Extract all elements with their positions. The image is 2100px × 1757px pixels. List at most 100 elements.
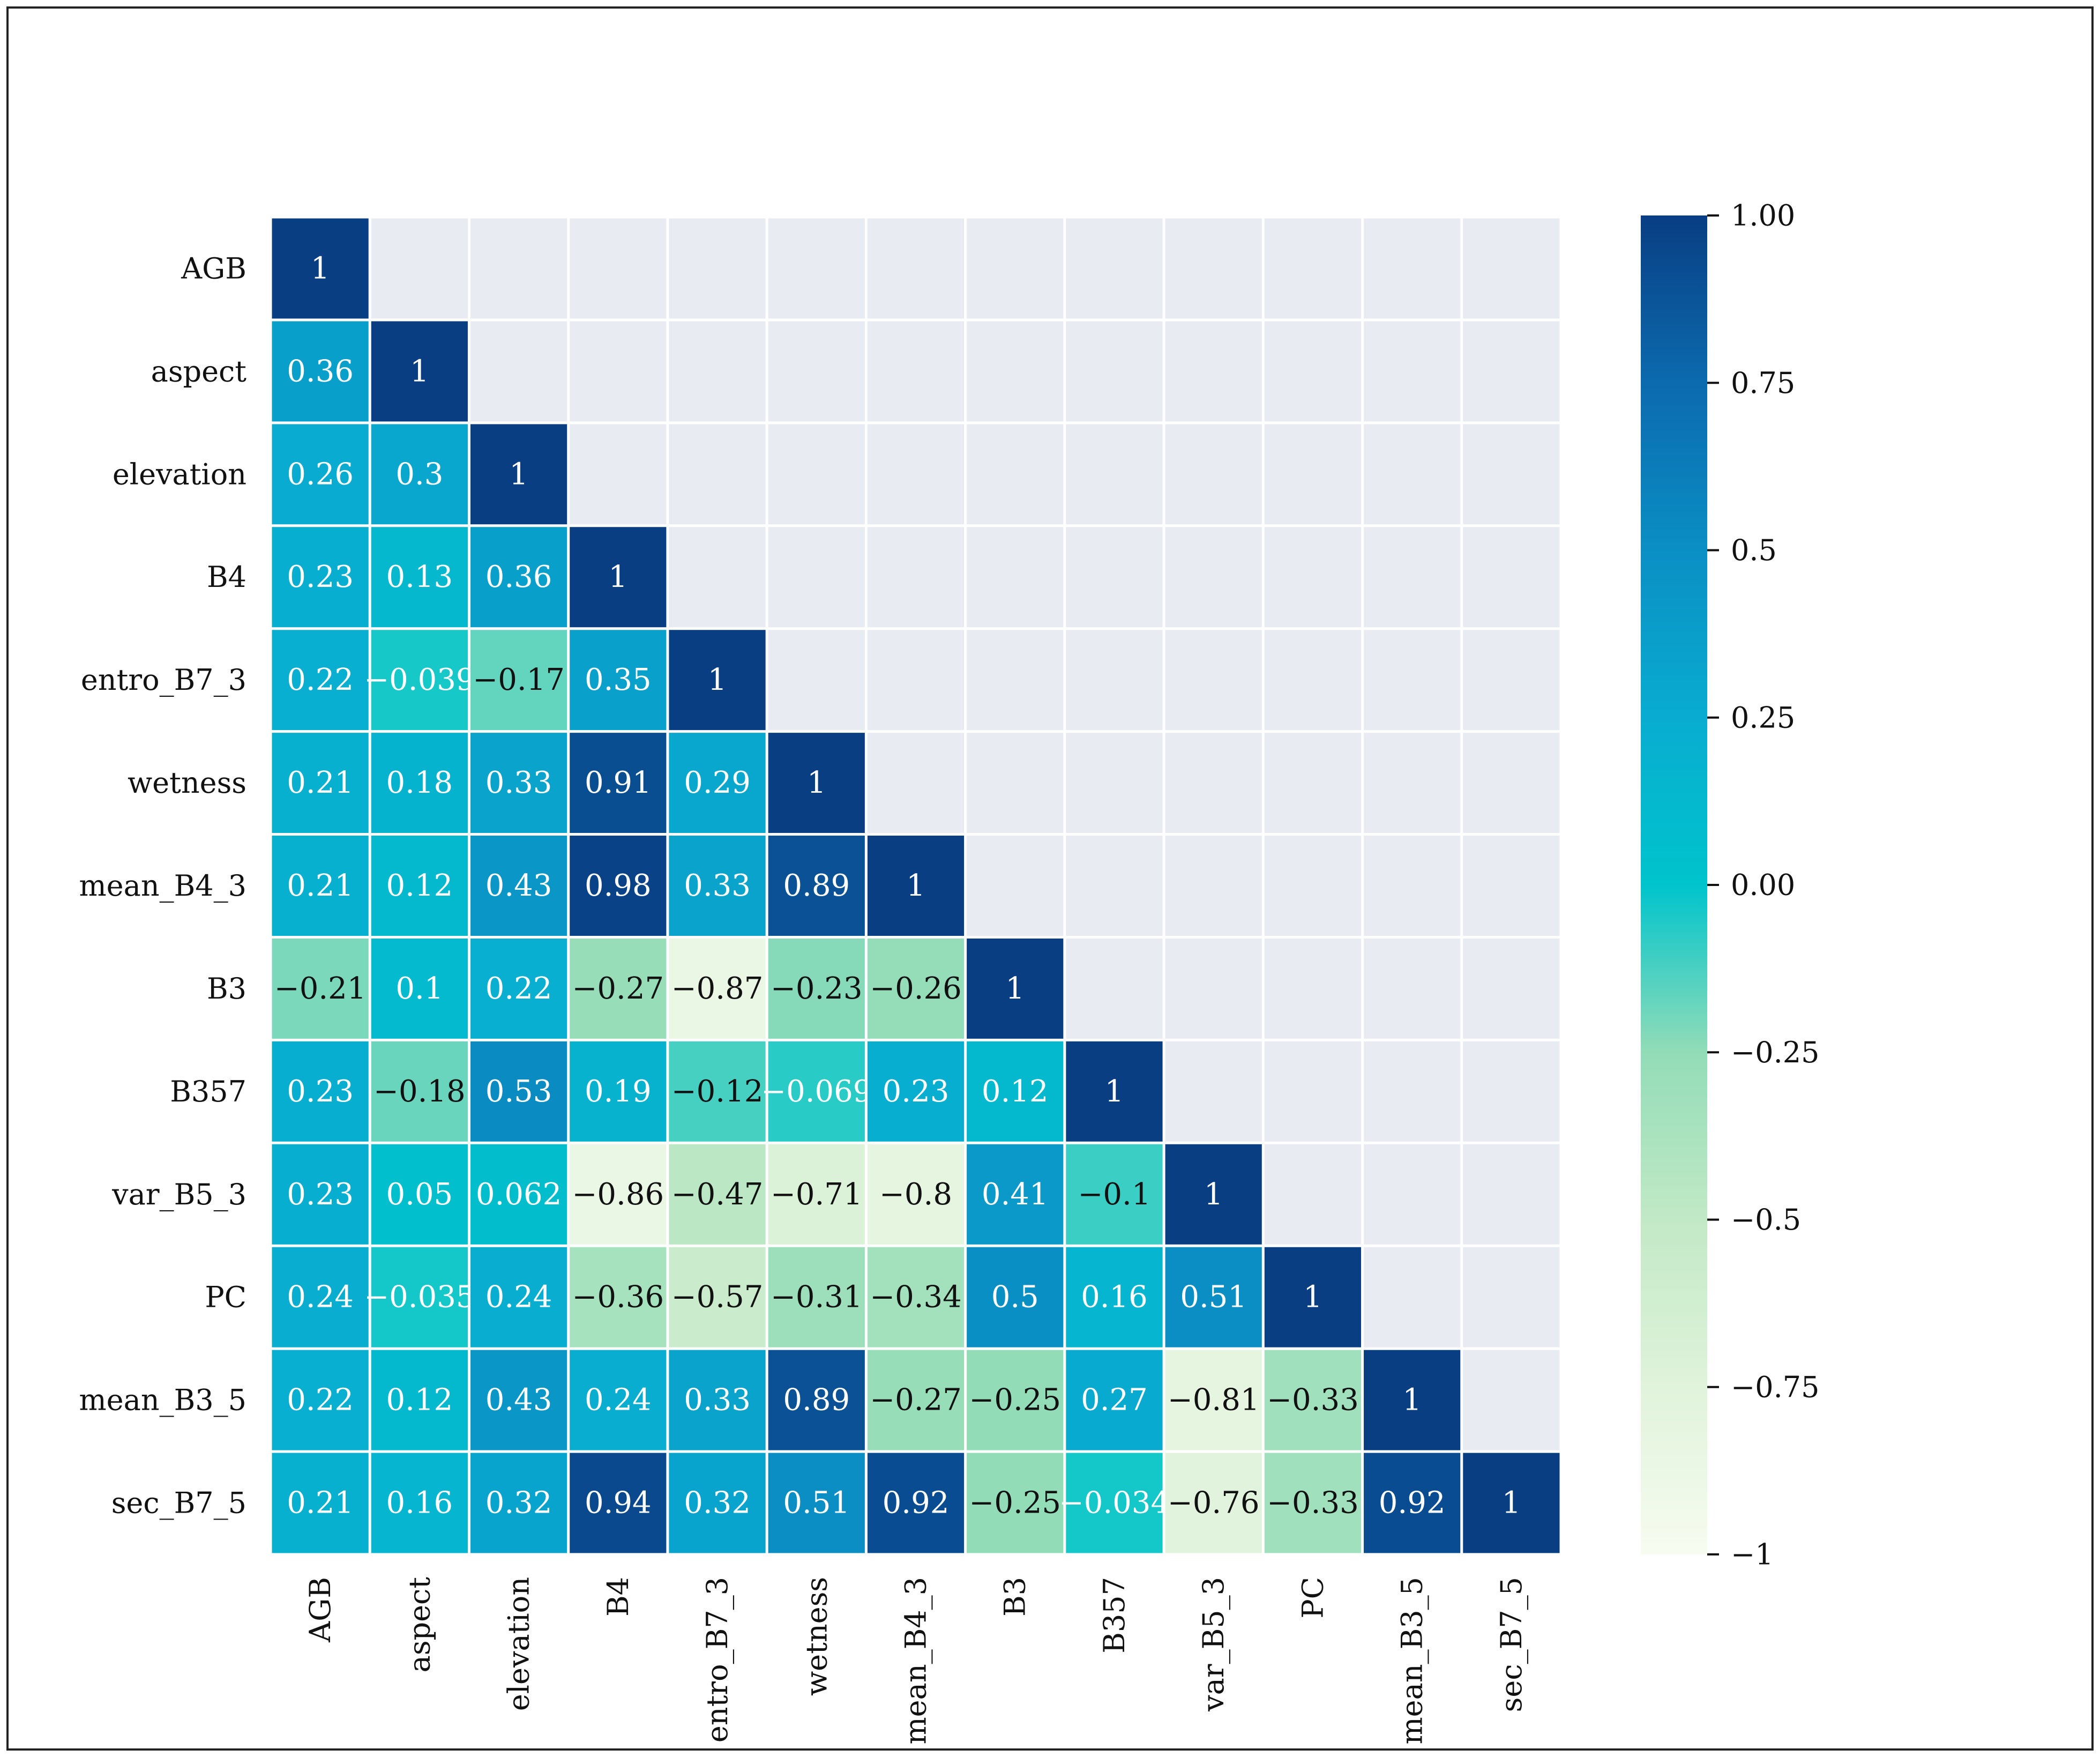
heatmap-cell-masked: [767, 525, 866, 629]
heatmap-cell-B3-B4: [568, 937, 668, 1040]
heatmap-cell-wetness-wetness: [767, 731, 866, 835]
heatmap-cell-masked: [1263, 834, 1363, 937]
heatmap-cell-masked: [965, 319, 1065, 423]
cell-value-label: 0.13: [386, 560, 453, 594]
heatmap-cell-B3-B3: [965, 937, 1065, 1040]
cell-value-label: 0.91: [585, 765, 652, 800]
colorbar-tick-label: 0.5: [1731, 533, 1777, 567]
cell-value-label: 1: [807, 765, 826, 800]
heatmap-cell-B3-aspect: [370, 937, 469, 1040]
heatmap-cell-wetness-B4: [568, 731, 668, 835]
heatmap-cell-mean_B3_5-mean_B4_3: [866, 1349, 966, 1452]
heatmap-cell-masked: [1461, 1349, 1561, 1452]
cell-value-label: 0.35: [585, 662, 652, 697]
heatmap-cell-masked: [1263, 937, 1363, 1040]
heatmap-cell-mean_B3_5-B4: [568, 1349, 668, 1452]
x-tick-label-AGB: AGB: [303, 1577, 337, 1643]
cell-value-label: 0.33: [684, 1383, 751, 1418]
cell-value-label: −0.25: [969, 1383, 1061, 1418]
y-tick-label-B4: B4: [207, 560, 246, 594]
heatmap-cell-mean_B3_5-mean_B3_5: [1362, 1349, 1462, 1452]
heatmap-cell-aspect-aspect: [370, 319, 469, 423]
heatmap-cell-mean_B3_5-wetness: [767, 1349, 866, 1452]
heatmap-cell-masked: [1263, 217, 1363, 320]
heatmap-cell-masked: [1362, 217, 1462, 320]
heatmap-cell-B4-AGB: [271, 525, 370, 629]
cell-value-label: 0.27: [1081, 1383, 1148, 1418]
heatmap-cell-masked: [965, 731, 1065, 835]
heatmap-cell-masked: [767, 422, 866, 526]
cell-value-label: 1: [608, 560, 627, 594]
cell-value-label: 0.51: [783, 1486, 850, 1521]
heatmap-cell-sec_B7_5-B4: [568, 1451, 668, 1554]
colorbar: 1.00 0.75 0.5 0.25 0.00 −0.25 −0.5 −0.75 −1: [1641, 199, 1819, 1572]
cell-value-label: 0.89: [783, 1383, 850, 1418]
cell-value-label: 0.16: [1081, 1280, 1148, 1315]
heatmap-cell-mean_B4_3-entro_B7_3: [667, 834, 767, 937]
heatmap-cell-masked: [1064, 422, 1164, 526]
heatmap-cell-PC-mean_B4_3: [866, 1246, 966, 1349]
cell-value-label: 1: [1303, 1280, 1322, 1315]
heatmap-cell-masked: [1263, 1143, 1363, 1246]
cell-value-label: 0.33: [485, 765, 552, 800]
heatmap-cell-sec_B7_5-aspect: [370, 1451, 469, 1554]
heatmap-cell-B357-wetness: [767, 1040, 866, 1143]
cell-value-label: 0.18: [386, 765, 453, 800]
heatmap-cell-masked: [1461, 731, 1561, 835]
heatmap-cell-entro_B7_3-B4: [568, 628, 668, 732]
heatmap-cell-entro_B7_3-entro_B7_3: [667, 628, 767, 732]
cell-value-label: 0.24: [585, 1383, 652, 1418]
heatmap-cell-PC-aspect: [370, 1246, 469, 1349]
heatmap-cell-mean_B3_5-entro_B7_3: [667, 1349, 767, 1452]
cell-value-label: 1: [509, 457, 528, 492]
cell-value-label: −0.34: [870, 1280, 962, 1315]
heatmap-cell-mean_B3_5-AGB: [271, 1349, 370, 1452]
heatmap-cell-masked: [866, 731, 966, 835]
x-tick-label-sec_B7_5: sec_B7_5: [1494, 1577, 1528, 1712]
heatmap-cell-masked: [965, 834, 1065, 937]
cell-value-label: 0.29: [684, 765, 751, 800]
cell-value-label: −0.25: [969, 1486, 1061, 1521]
x-tick-label-mean_B3_5: mean_B3_5: [1395, 1577, 1429, 1745]
cell-value-label: −0.81: [1168, 1383, 1260, 1418]
cell-value-label: 1: [1204, 1177, 1223, 1212]
cell-value-label: 0.23: [287, 1177, 354, 1212]
cell-value-label: 0.062: [476, 1177, 562, 1212]
heatmap-cell-masked: [469, 319, 569, 423]
heatmap-cell-mean_B4_3-AGB: [271, 834, 370, 937]
heatmap-cell-mean_B3_5-aspect: [370, 1349, 469, 1452]
cell-value-label: 0.92: [883, 1486, 950, 1521]
cell-value-label: 0.22: [485, 971, 552, 1006]
heatmap-cell-B357-B3: [965, 1040, 1065, 1143]
heatmap-cell-entro_B7_3-aspect: [370, 628, 469, 732]
heatmap-cell-masked: [767, 628, 866, 732]
heatmap-cell-masked: [1362, 731, 1462, 835]
heatmap-cell-var_B5_3-aspect: [370, 1143, 469, 1246]
heatmap-cell-wetness-aspect: [370, 731, 469, 835]
heatmap-cell-elevation-AGB: [271, 422, 370, 526]
heatmap-cell-mean_B3_5-B357: [1064, 1349, 1164, 1452]
heatmap-cell-wetness-entro_B7_3: [667, 731, 767, 835]
cell-value-label: 0.22: [287, 662, 354, 697]
heatmap-cell-var_B5_3-entro_B7_3: [667, 1143, 767, 1246]
heatmap-cell-sec_B7_5-PC: [1263, 1451, 1363, 1554]
heatmap-cell-masked: [1064, 525, 1164, 629]
heatmap-cell-sec_B7_5-B3: [965, 1451, 1065, 1554]
cell-value-label: 0.33: [684, 868, 751, 903]
heatmap-cell-masked: [1064, 937, 1164, 1040]
cell-value-label: 1: [410, 354, 429, 389]
y-tick-label-B3: B3: [207, 972, 246, 1006]
heatmap-cell-masked: [1362, 628, 1462, 732]
colorbar-tick-label: −1: [1731, 1538, 1774, 1572]
cell-value-label: −0.47: [671, 1177, 764, 1212]
heatmap-cell-entro_B7_3-AGB: [271, 628, 370, 732]
heatmap-cell-masked: [568, 319, 668, 423]
y-tick-label-mean_B4_3: mean_B4_3: [79, 869, 246, 903]
cell-value-label: −0.27: [572, 971, 664, 1006]
heatmap-cell-masked: [1164, 937, 1264, 1040]
heatmap-cell-elevation-aspect: [370, 422, 469, 526]
cell-value-label: −0.18: [373, 1074, 466, 1109]
heatmap-cell-masked: [667, 217, 767, 320]
cell-value-label: 1: [311, 251, 330, 286]
heatmap-cell-masked: [1064, 731, 1164, 835]
